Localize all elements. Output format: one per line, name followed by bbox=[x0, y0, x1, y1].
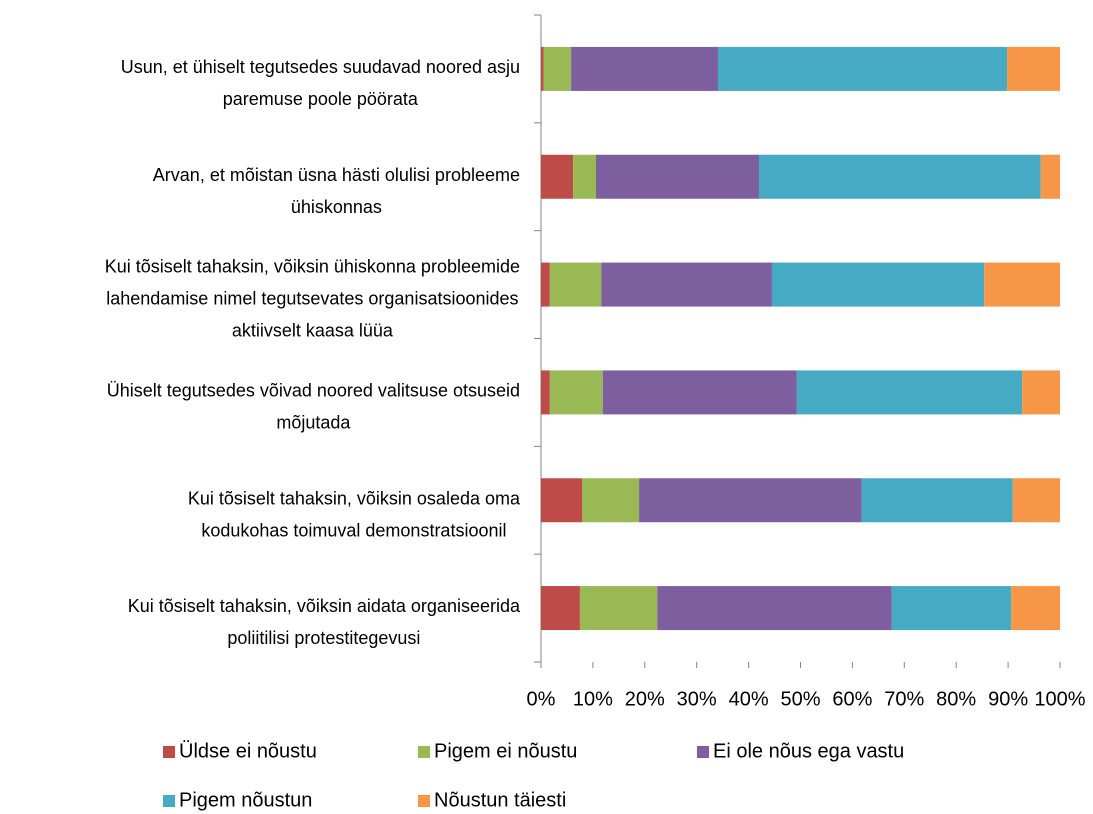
bar-segment bbox=[1040, 154, 1060, 199]
x-tick-label: 40% bbox=[729, 688, 769, 710]
bar-segment bbox=[796, 370, 1023, 415]
x-tick-label: 10% bbox=[573, 688, 613, 710]
legend-swatch bbox=[418, 746, 430, 758]
x-tick-label: 20% bbox=[625, 688, 665, 710]
bar-segment bbox=[541, 478, 583, 523]
bar-segment bbox=[579, 586, 658, 631]
legend-label: Üldse ei nõustu bbox=[179, 740, 317, 762]
bar-segment bbox=[1022, 370, 1060, 415]
bar-segment bbox=[541, 46, 544, 91]
bar-segment bbox=[1011, 586, 1060, 631]
bar-segment bbox=[601, 262, 772, 307]
legend-swatch bbox=[163, 746, 175, 758]
legend-swatch bbox=[697, 746, 709, 758]
bar-segment bbox=[549, 370, 603, 415]
bar-segment bbox=[861, 478, 1013, 523]
bar-segment bbox=[602, 370, 797, 415]
bar-segment bbox=[758, 154, 1041, 199]
bar-segment bbox=[891, 586, 1012, 631]
category-label: Kui tõsiselt tahaksin, võiksin aidata or… bbox=[128, 596, 521, 648]
x-tick-label: 30% bbox=[677, 688, 717, 710]
category-label: Usun, et ühiselt tegutsedes suudavad noo… bbox=[121, 57, 520, 109]
bar-segment bbox=[541, 586, 580, 631]
bar-segment bbox=[549, 262, 602, 307]
legend-swatch bbox=[163, 795, 175, 807]
bar-segment bbox=[1012, 478, 1060, 523]
category-label: Arvan, et mõistan üsna hästi olulisi pro… bbox=[153, 165, 520, 217]
legend-label: Pigem nõustun bbox=[179, 789, 312, 811]
bar-segment bbox=[582, 478, 640, 523]
bar-segment bbox=[573, 154, 597, 199]
bar-segment bbox=[541, 154, 574, 199]
bar-segment bbox=[541, 370, 550, 415]
bar-segment bbox=[717, 46, 1008, 91]
bar-segment bbox=[984, 262, 1060, 307]
bar-segment bbox=[596, 154, 759, 199]
bar-segment bbox=[657, 586, 892, 631]
legend-label: Ei ole nõus ega vastu bbox=[713, 740, 904, 762]
category-label: Kui tõsiselt tahaksin, võiksin osaleda o… bbox=[188, 488, 521, 540]
bar-segment bbox=[639, 478, 862, 523]
category-label: Kui tõsiselt tahaksin, võiksin ühiskonna… bbox=[105, 256, 520, 340]
x-tick-label: 70% bbox=[884, 688, 924, 710]
bar-segment bbox=[571, 46, 718, 91]
x-tick-label: 60% bbox=[832, 688, 872, 710]
category-label: Ühiselt tegutsedes võivad noored valitsu… bbox=[107, 380, 520, 432]
legend-label: Nõustun täiesti bbox=[434, 789, 566, 811]
x-tick-label: 0% bbox=[527, 688, 556, 710]
x-tick-label: 80% bbox=[936, 688, 976, 710]
legend-label: Pigem ei nõustu bbox=[434, 740, 577, 762]
bar-segment bbox=[1007, 46, 1060, 91]
bar-segment bbox=[771, 262, 985, 307]
x-tick-label: 100% bbox=[1034, 688, 1085, 710]
bar-segment bbox=[541, 262, 550, 307]
x-tick-label: 90% bbox=[988, 688, 1028, 710]
bar-segment bbox=[543, 46, 572, 91]
x-tick-label: 50% bbox=[780, 688, 820, 710]
legend-swatch bbox=[418, 795, 430, 807]
